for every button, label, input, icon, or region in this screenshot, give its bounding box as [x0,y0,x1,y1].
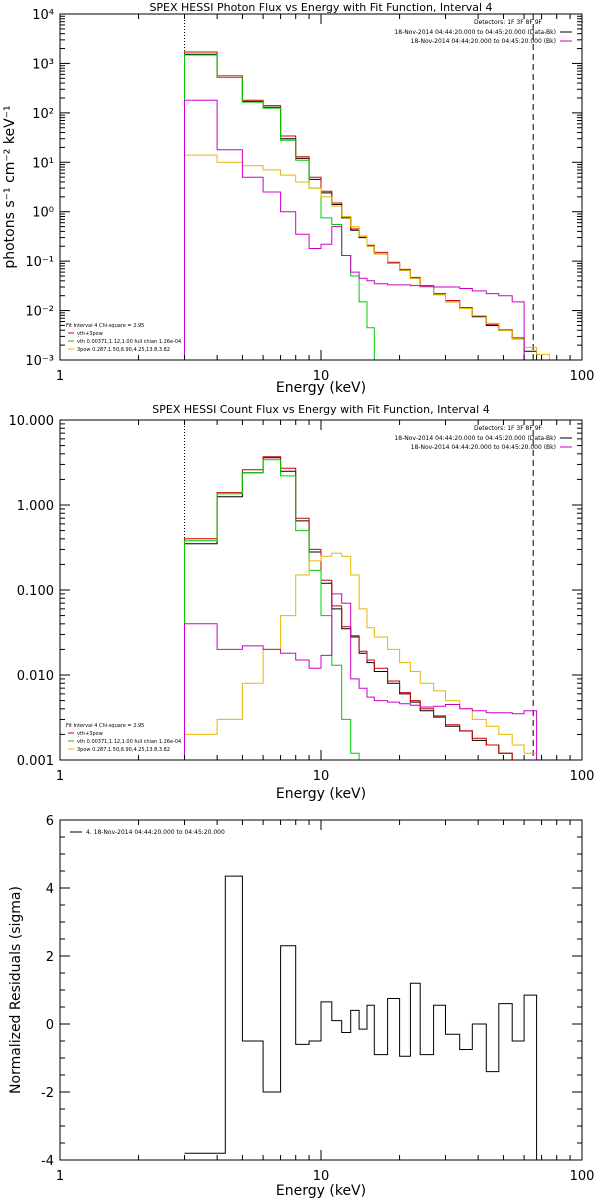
legend-top-entry: 18-Nov-2014 04:44:20.000 to 04:45:20.000… [394,435,556,442]
plot-area [184,14,565,360]
y-tick-label: 2 [46,950,54,965]
y-tick-label: 10² [32,107,54,122]
series-3pow [184,154,565,360]
x-tick-label: 10 [313,1169,330,1184]
series-vth-3pow [184,51,525,360]
legend-bottom-entry: vth 0.00371,1.12,1.00 full chian 1.26e-0… [77,739,181,745]
x-tick-label: 10 [313,769,330,784]
y-axis-ticks [60,419,582,761]
y-tick-label: 0.100 [17,584,54,599]
plot-frame [59,13,583,361]
legend-top-entry: 18-Nov-2014 04:44:20.000 to 04:45:20.000… [411,38,556,45]
chart-panel-1: SPEX HESSI Photon Flux vs Energy with Fi… [2,1,594,396]
plot-frame [59,419,583,761]
x-axis-label: Energy (keV) [276,380,366,396]
y-tick-label: -4 [41,1154,54,1169]
y-tick-label: 10⁴ [32,8,54,23]
legend-entry: 4. 18-Nov-2014 04:44:20.000 to 04:45:20.… [86,829,225,836]
y-tick-label: 10.000 [9,414,55,429]
y-tick-label: 0 [46,1018,54,1033]
series-bk [184,99,525,360]
y-axis-label: photons s⁻¹ cm⁻² keV⁻¹ [2,105,18,268]
y-tick-label: 6 [46,814,54,829]
x-axis-label: Energy (keV) [276,786,366,802]
legend-bottom-entry: vth 0.00371,1.12,1.00 full chian 1.26e-0… [77,339,181,345]
legend-bottom-entry: Fit Interval 4 Chi-square = 2.95 [66,723,144,729]
x-axis-ticks [59,14,583,360]
y-tick-label: 10¹ [32,156,54,171]
y-tick-label: 10⁻¹ [25,255,54,270]
y-tick-label: 10⁰ [32,206,54,221]
x-tick-label: 10 [313,369,330,384]
y-tick-label: 0.001 [17,754,54,769]
detectors-label: Detectors: 1F 3F 8F 9F [474,425,543,432]
series-vth-3pow [184,456,525,760]
legend-bottom-entry: Fit Interval 4 Chi-square = 2.95 [66,323,144,329]
series-residuals [184,875,538,1160]
plot-area [184,875,538,1160]
legend-bottom-entry: 3pow 0.287,1.50,8.90,4.25,13.8,3.82 [77,747,170,753]
x-axis-ticks [59,820,583,1160]
x-tick-label: 1 [56,369,64,384]
series-data-bk [184,54,538,360]
x-tick-label: 1 [56,769,64,784]
y-tick-label: 10⁻³ [25,354,54,369]
legend-top-entry: 18-Nov-2014 04:44:20.000 to 04:45:20.000… [411,444,556,451]
y-tick-label: 10⁻² [25,305,54,320]
detectors-label: Detectors: 1F 3F 8F 9F [474,19,543,26]
plot-area [184,420,550,760]
x-tick-label: 100 [570,1169,595,1184]
y-axis-ticks [60,819,582,1161]
chart-title: SPEX HESSI Count Flux vs Energy with Fit… [152,403,489,416]
y-tick-label: 1.000 [17,499,54,514]
legend-top-entry: 18-Nov-2014 04:44:20.000 to 04:45:20.000… [394,29,556,36]
legend-bottom-entry: 3pow 0.287,1.50,8.90,4.25,13.8,3.82 [77,347,170,353]
series-bk [184,593,538,760]
x-tick-label: 100 [570,769,595,784]
y-tick-label: 10³ [32,57,54,72]
y-axis-label: Normalized Residuals (sigma) [8,886,24,1094]
legend-bottom-entry: vth+3pow [77,331,103,337]
series-3pow [184,552,550,760]
chart-panel-2: SPEX HESSI Count Flux vs Energy with Fit… [9,403,595,802]
legend-bottom-entry: vth+3pow [77,731,103,737]
series-vth [184,53,389,360]
x-axis-label: Energy (keV) [276,1183,366,1199]
x-tick-label: 100 [570,369,595,384]
plot-frame [59,819,583,1161]
chart-title: SPEX HESSI Photon Flux vs Energy with Fi… [149,1,492,14]
y-tick-label: -2 [41,1086,54,1101]
series-vth [184,459,368,760]
y-tick-label: 4 [46,882,54,897]
y-tick-label: 0.010 [17,669,54,684]
x-tick-label: 1 [56,1169,64,1184]
chart-panel-3: 1 10 100 -4 -2 0 2 4 6 Energy (keV) Normalized Res… [8,814,594,1199]
